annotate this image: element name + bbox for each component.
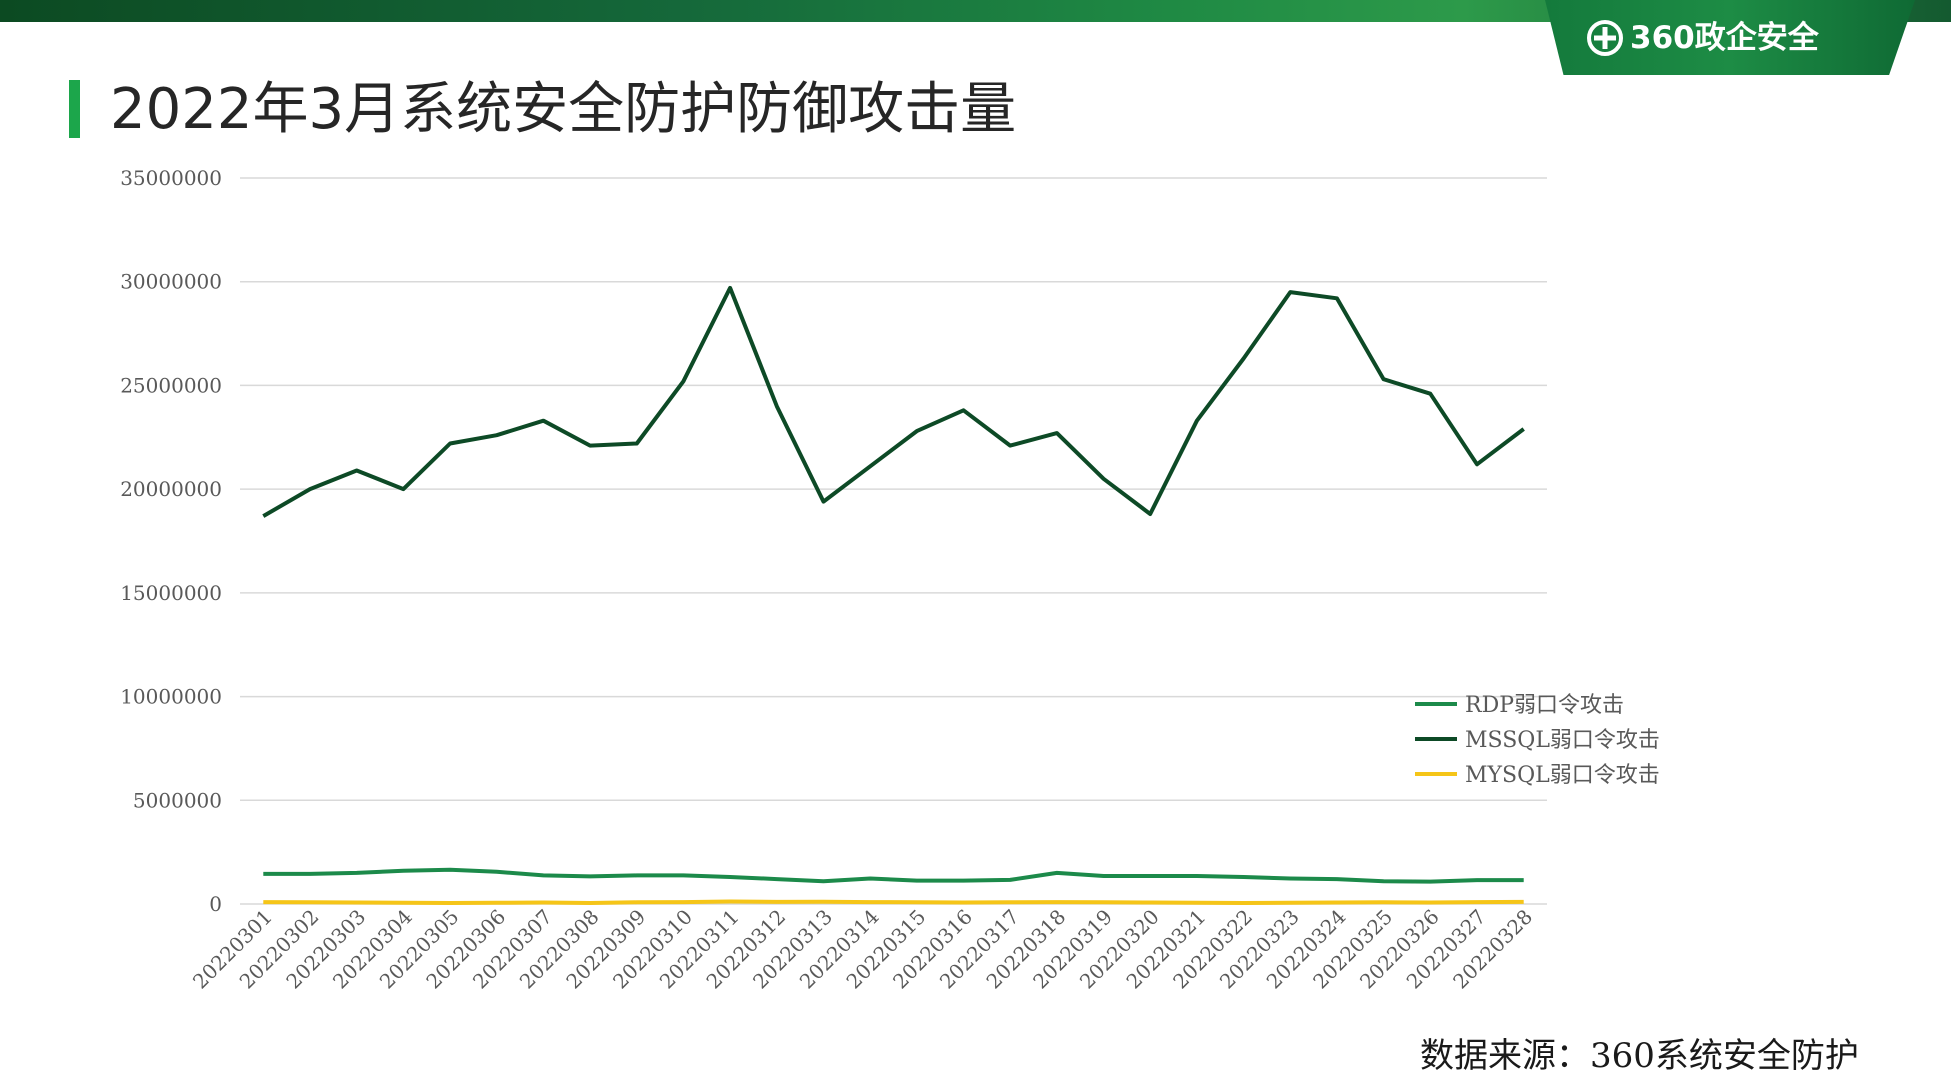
series-line-0 <box>263 867 1524 884</box>
y-tick-label: 5000000 <box>133 788 222 812</box>
series-lines <box>262 285 1525 905</box>
top-banner-bar <box>0 0 1951 22</box>
y-tick-label: 25000000 <box>120 373 222 397</box>
page-title: 2022年3月系统安全防护防御攻击量 <box>110 77 1017 142</box>
y-tick-label: 15000000 <box>120 581 222 605</box>
brand-logo-icon <box>1587 20 1623 56</box>
grid-lines <box>240 177 1547 905</box>
x-axis-tick-labels: 2022030120220302202203032022030420220305… <box>188 905 1537 994</box>
data-source-note: 数据来源：360系统安全防护 <box>1420 1036 1859 1076</box>
title-accent-bar <box>69 80 80 138</box>
y-tick-label: 30000000 <box>120 270 222 294</box>
series-line-2 <box>263 899 1524 905</box>
y-tick-label: 10000000 <box>120 685 222 709</box>
line-chart: 0 5000000 10000000 15000000 20000000 25000000… <box>120 166 1660 994</box>
legend: RDP弱口令攻击 MSSQL弱口令攻击 MYSQL弱口令攻击 <box>1415 693 1660 788</box>
legend-label: RDP弱口令攻击 <box>1465 693 1624 718</box>
y-axis-tick-labels: 0 5000000 10000000 15000000 20000000 25000000… <box>120 166 222 916</box>
legend-label: MYSQL弱口令攻击 <box>1465 763 1660 788</box>
series-line-1 <box>262 285 1525 518</box>
y-tick-label: 20000000 <box>120 477 222 501</box>
brand-name: 360政企安全 <box>1630 20 1819 56</box>
y-tick-label: 35000000 <box>120 166 222 190</box>
y-tick-label: 0 <box>209 892 222 916</box>
legend-label: MSSQL弱口令攻击 <box>1465 728 1660 753</box>
